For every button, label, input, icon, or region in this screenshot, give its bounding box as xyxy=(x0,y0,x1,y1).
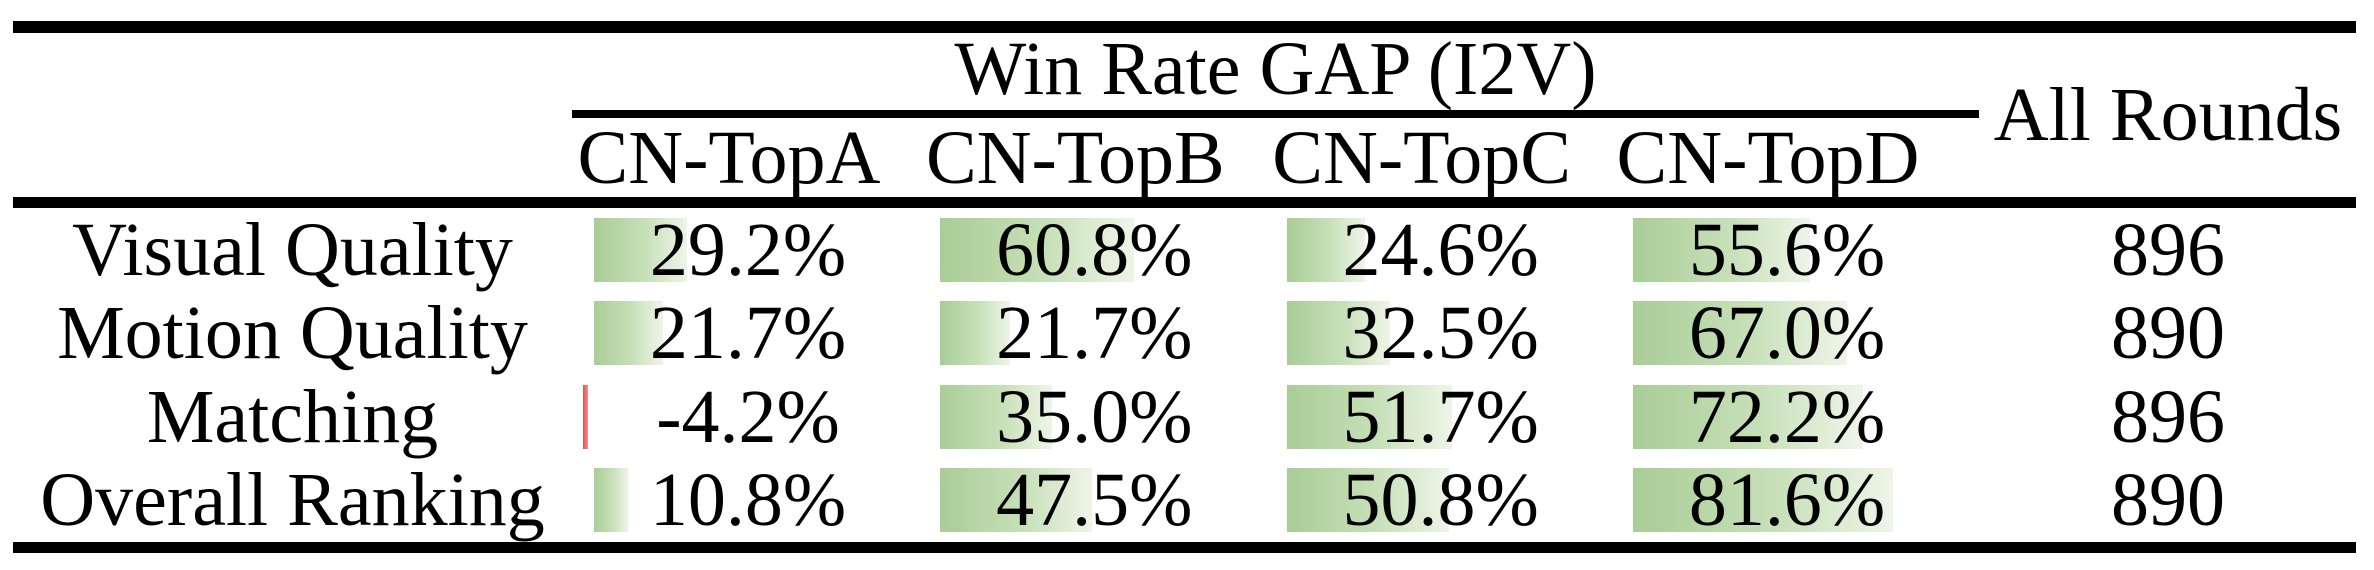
percent-value: 50.8% xyxy=(1342,458,1539,543)
data-bar xyxy=(594,301,664,366)
all-rounds-header: All Rounds xyxy=(1993,73,2343,157)
rule-group-underline xyxy=(572,110,1979,118)
negative-data-bar xyxy=(583,384,588,449)
percent-value: 21.7% xyxy=(996,291,1193,376)
row-label: Matching xyxy=(146,374,439,459)
data-bar xyxy=(940,468,1092,533)
percent-value: 55.6% xyxy=(1688,207,1886,292)
row-label: Motion Quality xyxy=(57,291,528,376)
data-bar xyxy=(1632,217,1811,282)
percent-value: 67.0% xyxy=(1688,291,1886,376)
data-bar xyxy=(940,217,1135,282)
data-bar xyxy=(940,301,1010,366)
all-rounds-value: 896 xyxy=(2111,207,2225,292)
rule-header-bottom xyxy=(13,197,2356,208)
data-bar xyxy=(940,384,1052,449)
percent-value: 47.5% xyxy=(996,458,1193,543)
data-bar xyxy=(1286,468,1449,533)
data-bar xyxy=(1286,217,1366,282)
all-rounds-value: 890 xyxy=(2111,291,2225,376)
column-header-cn-topa: CN-TopA xyxy=(577,115,881,200)
column-header-cn-topd: CN-TopD xyxy=(1616,115,1920,200)
group-header: Win Rate GAP (I2V) xyxy=(954,27,1597,111)
percent-value: 21.7% xyxy=(649,291,847,376)
row-label: Visual Quality xyxy=(72,207,513,292)
data-bar xyxy=(594,217,688,282)
percent-value: 29.2% xyxy=(649,207,847,292)
percent-value: 81.6% xyxy=(1688,458,1886,543)
data-bar xyxy=(594,468,629,533)
percent-value: -4.2% xyxy=(656,374,840,459)
percent-value: 51.7% xyxy=(1342,374,1539,459)
rule-bottom xyxy=(13,542,2356,553)
row-label: Overall Ranking xyxy=(40,458,545,543)
rule-top xyxy=(13,21,2356,33)
percent-value: 60.8% xyxy=(996,207,1193,292)
all-rounds-value: 890 xyxy=(2111,458,2225,543)
percent-value: 35.0% xyxy=(996,374,1193,459)
column-header-cn-topc: CN-TopC xyxy=(1272,115,1571,200)
percent-value: 10.8% xyxy=(649,458,847,543)
all-rounds-value: 896 xyxy=(2111,374,2225,459)
data-bar xyxy=(1286,384,1452,449)
percent-value: 72.2% xyxy=(1688,374,1886,459)
percent-value: 32.5% xyxy=(1342,291,1539,376)
percent-value: 24.6% xyxy=(1342,207,1539,292)
column-header-cn-topb: CN-TopB xyxy=(925,115,1225,200)
data-bar xyxy=(1632,301,1847,366)
data-bar xyxy=(1632,468,1894,533)
data-bar xyxy=(1632,384,1864,449)
data-bar xyxy=(1286,301,1391,366)
